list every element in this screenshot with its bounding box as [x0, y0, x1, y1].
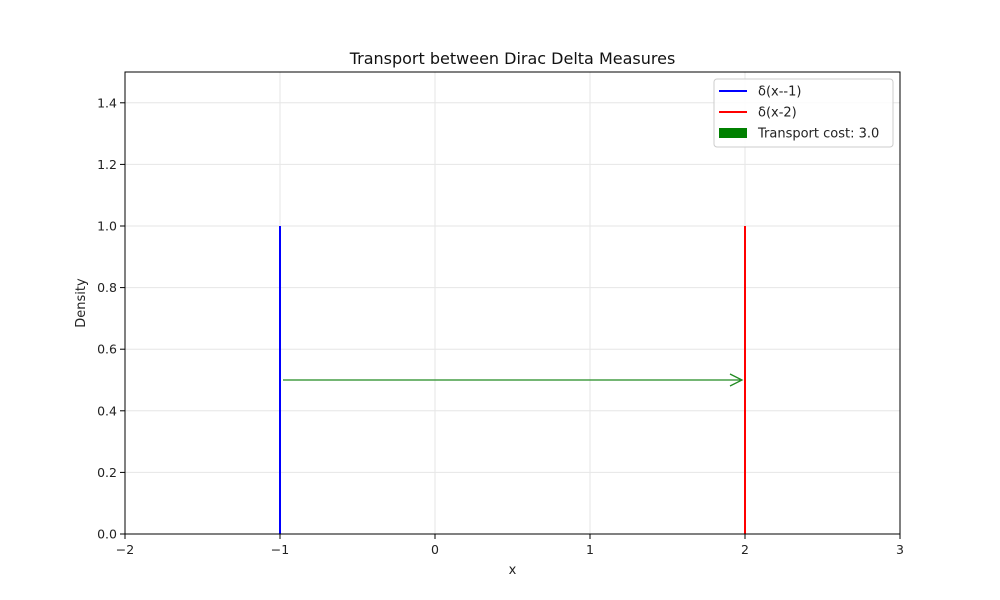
- x-tick-label: 0: [431, 542, 439, 557]
- y-tick-label: 0.0: [97, 527, 117, 542]
- y-tick-label: 1.4: [97, 95, 117, 110]
- y-tick-label: 0.4: [97, 403, 117, 418]
- plot-frame: [124, 71, 901, 535]
- y-tick-label: 0.8: [97, 280, 117, 295]
- y-tick-label: 1.0: [97, 219, 117, 234]
- x-axis-label: x: [509, 563, 517, 578]
- x-tick-label: 2: [741, 542, 749, 557]
- legend-label: δ(x-2): [758, 106, 797, 121]
- grid: [124, 72, 901, 535]
- y-tick-label: 1.2: [97, 157, 117, 172]
- legend: δ(x--1) δ(x-2) Transport cost: 3.0: [713, 78, 894, 148]
- plot-series: [279, 226, 746, 534]
- transport-arrow-group: [283, 373, 744, 387]
- axis-ticks: −2 −1 0 1 2 3 0.0 0.2 0.4 0.6 0.8 1.0 1.2 1.4: [97, 95, 904, 557]
- y-tick-label: 0.6: [97, 342, 117, 357]
- x-tick-label: −2: [116, 542, 134, 557]
- legend-label: Transport cost: 3.0: [757, 127, 879, 142]
- legend-label: δ(x--1): [758, 85, 801, 100]
- y-axis-label: Density: [74, 278, 89, 328]
- legend-box: [713, 78, 894, 148]
- x-tick-label: 3: [896, 542, 904, 557]
- chart-title: Transport between Dirac Delta Measures: [349, 49, 676, 68]
- x-tick-label: −1: [271, 542, 289, 557]
- x-tick-label: 1: [586, 542, 594, 557]
- legend-swatch-patch: [719, 128, 747, 138]
- y-tick-label: 0.2: [97, 465, 117, 480]
- transport-arrow-head: [729, 373, 744, 387]
